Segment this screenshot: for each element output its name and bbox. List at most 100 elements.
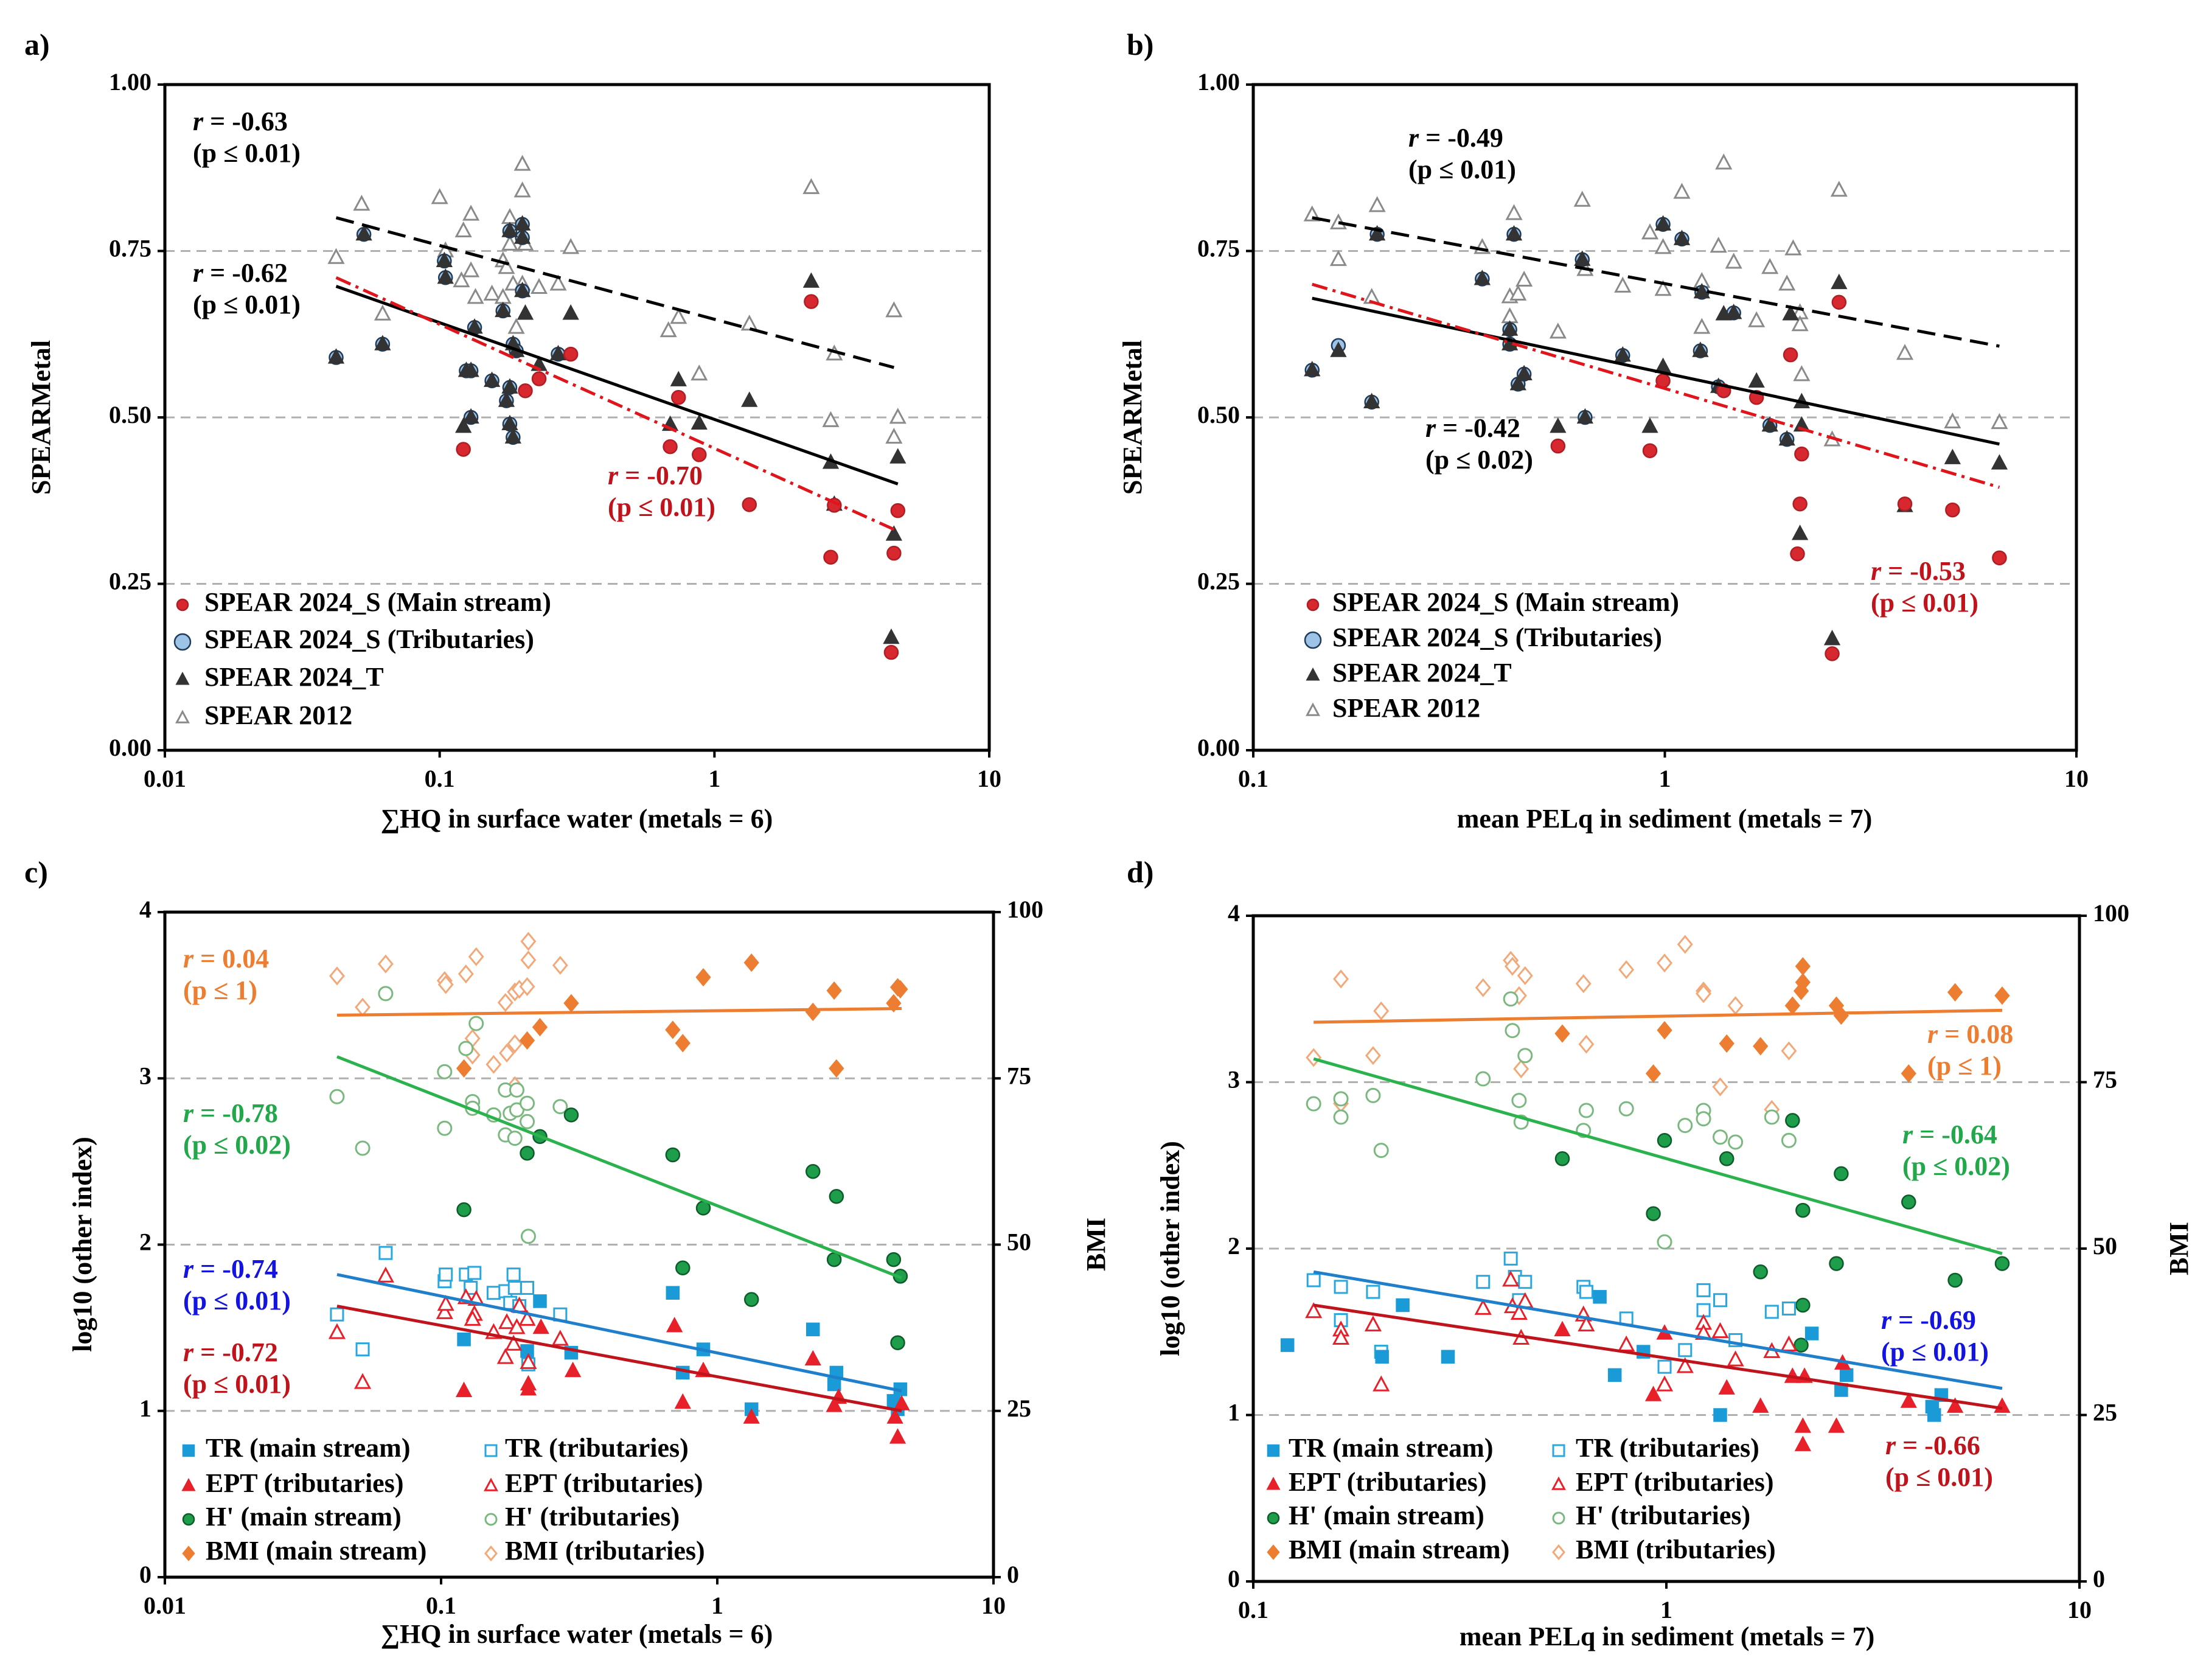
data-point xyxy=(496,1348,514,1364)
data-point xyxy=(1795,957,1811,976)
data-point xyxy=(1778,274,1796,291)
data-point xyxy=(1329,213,1347,229)
data-point xyxy=(552,1099,568,1115)
legend-item: EPT (tributaries) xyxy=(484,1468,703,1498)
data-point xyxy=(827,1377,841,1392)
legend-label: TR (tributaries) xyxy=(1576,1433,1759,1463)
data-point xyxy=(1657,1234,1672,1250)
legend-item: EPT (tributaries) xyxy=(181,1468,404,1498)
trendline xyxy=(336,1055,902,1280)
data-point xyxy=(1329,249,1347,267)
data-point xyxy=(1333,1091,1349,1107)
data-point xyxy=(1515,364,1533,380)
data-point xyxy=(1711,1322,1729,1339)
legend-marker-icon xyxy=(182,1546,195,1561)
data-point xyxy=(1794,1337,1809,1353)
y-right-axis-title: BMI xyxy=(1081,1218,1111,1271)
data-point xyxy=(1573,190,1591,207)
legend-item: SPEAR 2012 xyxy=(1306,693,1480,723)
data-point xyxy=(329,966,345,986)
data-point xyxy=(1712,1077,1728,1096)
legend-label: BMI (main stream) xyxy=(206,1536,426,1566)
data-point xyxy=(1646,1206,1661,1221)
data-point xyxy=(666,1286,680,1300)
data-point xyxy=(1748,372,1765,388)
legend-item: SPEAR 2024_S (Tributaries) xyxy=(173,624,534,654)
data-point xyxy=(520,1281,535,1295)
data-point xyxy=(377,954,394,974)
data-point xyxy=(804,294,819,309)
data-point xyxy=(507,1131,523,1146)
data-point xyxy=(1782,305,1799,321)
data-point xyxy=(1991,454,2008,470)
legend-item: BMI (main stream) xyxy=(182,1536,426,1566)
panel-label: c) xyxy=(24,855,48,889)
data-point xyxy=(495,301,512,318)
data-point xyxy=(1578,1315,1595,1332)
legend-marker-icon xyxy=(1552,1511,1565,1525)
x-axis-title: mean PELq in sediment (metals = 7) xyxy=(1460,1622,1875,1651)
data-point xyxy=(885,525,903,541)
data-point xyxy=(462,408,479,424)
data-point xyxy=(1363,392,1380,408)
data-point xyxy=(378,986,394,1002)
data-point xyxy=(1375,1350,1389,1364)
data-point xyxy=(1476,1275,1491,1289)
data-point xyxy=(1991,413,2008,430)
data-point xyxy=(1515,270,1533,287)
y-tick-label: 0.25 xyxy=(1197,568,1240,595)
data-point xyxy=(501,414,518,431)
legend-label: EPT (tributaries) xyxy=(505,1468,703,1498)
data-point xyxy=(1503,991,1519,1007)
x-tick-label: 10 xyxy=(977,765,1001,792)
legend-item: TR (main stream) xyxy=(182,1433,410,1463)
data-point xyxy=(1696,1111,1711,1127)
data-point xyxy=(886,1408,903,1424)
data-point xyxy=(1719,1034,1735,1053)
y-tick-label: 1.00 xyxy=(1197,68,1240,96)
data-point xyxy=(1992,550,2007,566)
data-point xyxy=(1305,1302,1323,1319)
y-tick-label: 0.50 xyxy=(109,401,151,428)
data-point xyxy=(892,980,908,999)
legend-marker-icon xyxy=(1551,1476,1566,1490)
data-point xyxy=(1574,250,1591,266)
data-point xyxy=(531,371,547,386)
data-point xyxy=(670,371,687,386)
legend-marker-icon xyxy=(182,1444,195,1457)
data-point xyxy=(885,427,903,444)
data-point xyxy=(453,271,470,288)
data-point xyxy=(374,335,391,350)
trendline xyxy=(336,1305,902,1413)
data-point xyxy=(355,1140,371,1156)
data-point xyxy=(1280,1338,1295,1352)
data-point xyxy=(1748,311,1766,327)
data-point xyxy=(1900,1392,1917,1408)
data-point xyxy=(1897,496,1913,512)
correlation-r-label: r = 0.04 xyxy=(183,944,269,974)
data-point xyxy=(329,1089,345,1104)
data-point xyxy=(1641,223,1659,240)
trendline xyxy=(1313,1303,2003,1410)
legend-marker-icon xyxy=(1306,598,1320,612)
panel-label: a) xyxy=(24,27,50,61)
data-point xyxy=(1783,347,1798,363)
data-point xyxy=(1753,1037,1769,1056)
data-point xyxy=(457,1333,471,1347)
data-point xyxy=(1657,1021,1672,1040)
data-point xyxy=(1505,957,1520,976)
legend-item: H' (tributaries) xyxy=(484,1502,680,1532)
legend: SPEAR 2024_S (Main stream) SPEAR 2024_S (… xyxy=(1304,587,1679,723)
series-h-tributaries- xyxy=(329,986,568,1244)
data-point xyxy=(1517,1048,1533,1064)
data-point xyxy=(1761,416,1778,432)
data-point xyxy=(327,348,345,364)
data-point xyxy=(1823,630,1841,646)
correlation-p-label: (p ≤ 0.01) xyxy=(183,1286,291,1316)
data-point xyxy=(1785,1113,1800,1128)
data-point xyxy=(1578,1103,1594,1118)
legend-marker-icon xyxy=(182,1513,195,1526)
data-point xyxy=(533,1294,547,1308)
x-axis-title: ∑HQ in surface water (metals = 6) xyxy=(381,804,773,834)
legend-marker-icon xyxy=(1306,667,1320,681)
